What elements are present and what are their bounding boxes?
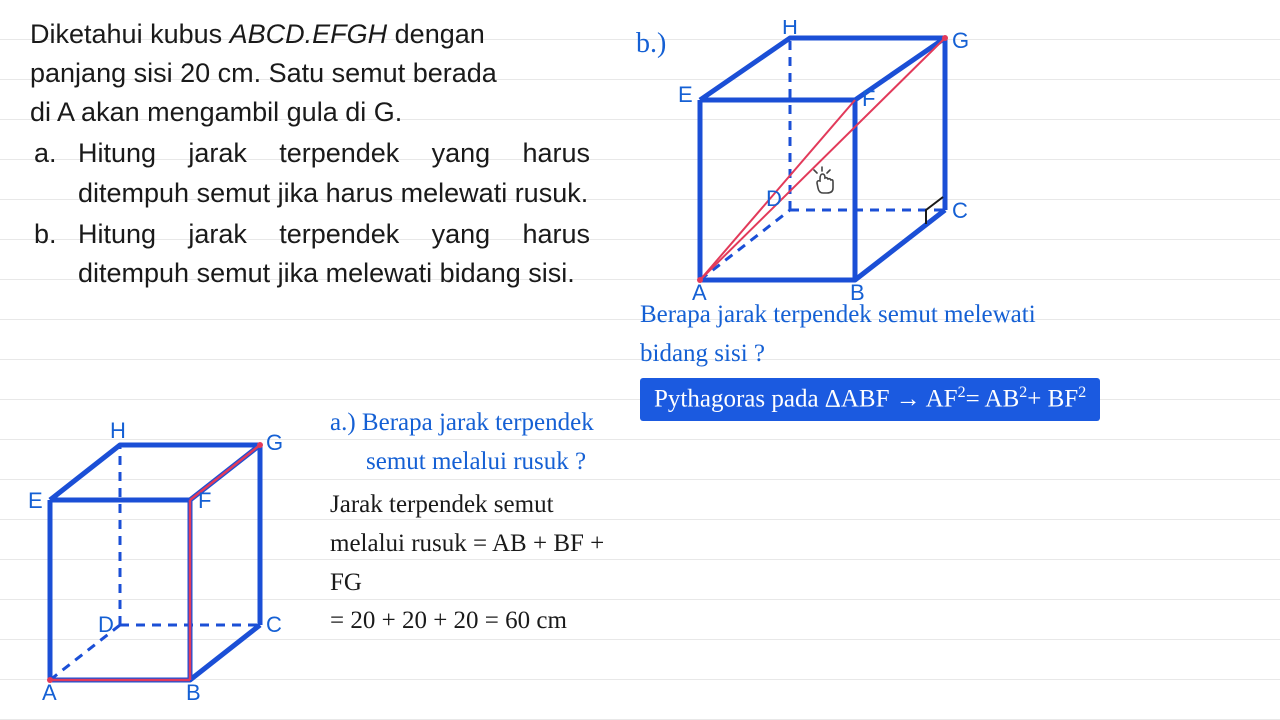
svg-text:B: B [186,680,201,700]
hw-a-a-2: melalui rusuk = AB + BF + FG [330,525,630,603]
svg-text:H: H [110,418,126,443]
hw-b-q-1: Berapa jarak terpendek semut melewati [640,296,1250,335]
q-a-marker: a. [30,134,78,212]
hw-a-answer: Jarak terpendek semut melalui rusuk = AB… [330,486,630,641]
svg-text:G: G [266,430,283,455]
svg-text:C: C [952,198,968,223]
cube-diagram-b: A B C D E F G H [640,20,1000,300]
hl-mid2: + BF [1027,385,1078,412]
svg-text:G: G [952,28,969,53]
hl-sq1: 2 [958,384,966,401]
intro-2: panjang sisi 20 cm. Satu semut berada [30,54,590,93]
hw-a-a-3: = 20 + 20 + 20 = 60 cm [330,602,630,641]
hw-b-question: Berapa jarak terpendek semut melewati bi… [640,296,1250,374]
q-b-marker: b. [30,215,78,293]
svg-text:A: A [42,680,57,700]
svg-text:D: D [766,186,782,211]
svg-text:F: F [198,488,211,513]
hw-a-a-1: Jarak terpendek semut [330,486,630,525]
intro-1b: dengan [387,19,485,49]
pointer-cursor-icon [812,165,838,201]
intro-1a: Diketahui kubus [30,19,230,49]
problem-statement: Diketahui kubus ABCD.EFGH dengan panjang… [30,15,590,293]
hw-b-q-2: bidang sisi ? [640,335,1250,374]
hw-a-q-1: a.) Berapa jarak terpendek [330,404,630,443]
svg-text:E: E [678,82,693,107]
q-b-text: Hitung jarak terpendek yang harus ditemp… [78,215,590,293]
cube-diagram-a: A B C D E F G H [10,400,300,700]
svg-text:E: E [28,488,43,513]
svg-text:H: H [782,20,798,39]
svg-text:D: D [98,612,114,637]
hw-a-q-2: semut melalui rusuk ? [330,443,630,482]
hl-pre: Pythagoras pada ΔABF → AF [654,385,958,412]
hw-a-question: a.) Berapa jarak terpendek semut melalui… [330,404,630,482]
svg-text:C: C [266,612,282,637]
hl-sq3: 2 [1078,384,1086,401]
q-a-text: Hitung jarak terpendek yang harus ditemp… [78,134,590,212]
pythagoras-highlight: Pythagoras pada ΔABF → AF2= AB2+ BF2 [640,378,1100,421]
intro-3: di A akan mengambil gula di G. [30,93,590,132]
hl-mid: = AB [966,385,1020,412]
intro-1-cube: ABCD.EFGH [230,19,388,49]
svg-text:F: F [862,86,875,111]
